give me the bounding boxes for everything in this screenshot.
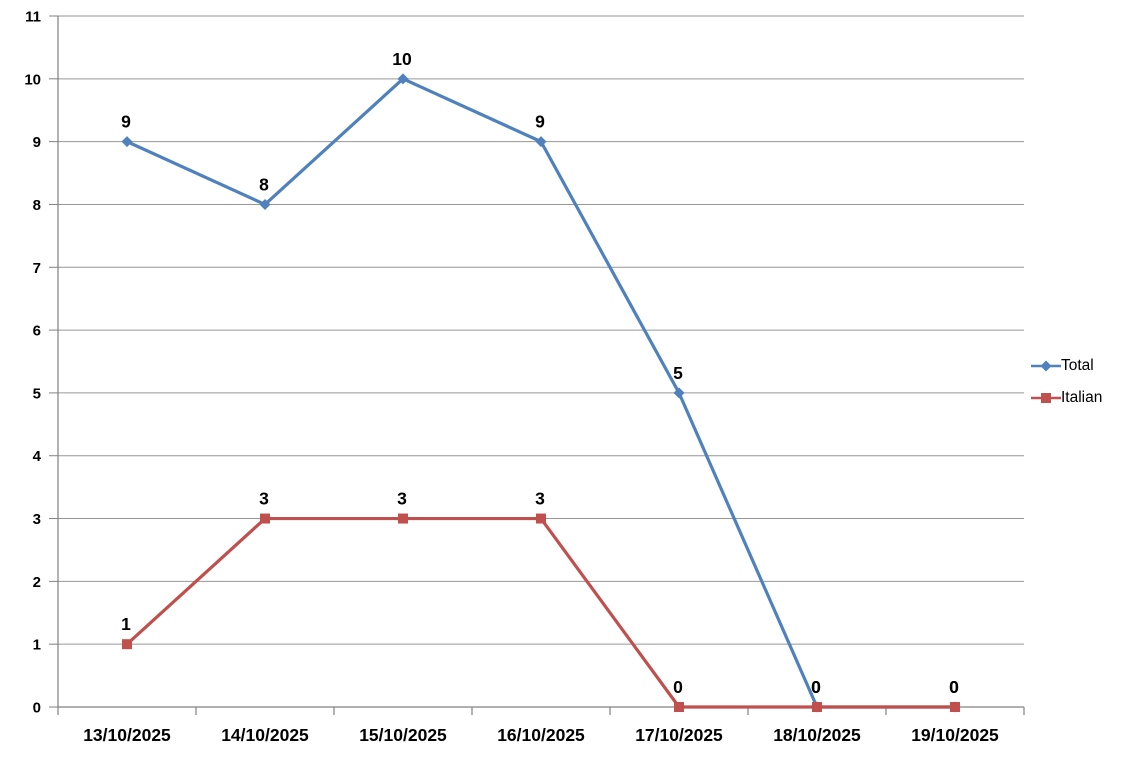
series-marker-italian [398, 513, 408, 524]
series-marker-total [121, 136, 133, 148]
y-tick-label: 11 [25, 9, 41, 26]
data-label-italian: 0 [673, 677, 683, 697]
y-tick-label: 8 [33, 197, 41, 214]
series-marker-italian [260, 513, 270, 524]
y-tick-label: 10 [24, 71, 41, 88]
y-tick-label: 5 [33, 385, 41, 402]
x-tick-label: 14/10/2025 [221, 725, 309, 745]
legend-item-italian[interactable]: Italian [1031, 382, 1102, 414]
y-tick-label: 7 [33, 260, 41, 277]
y-tick-label: 2 [33, 574, 41, 591]
data-label-italian: 3 [397, 489, 407, 509]
legend: Total Italian [1031, 350, 1102, 414]
x-tick-label: 15/10/2025 [359, 725, 447, 745]
data-label-total: 0 [811, 677, 821, 697]
series-marker-total [535, 136, 547, 148]
y-tick-label: 6 [33, 323, 41, 340]
x-tick-label: 13/10/2025 [83, 725, 171, 745]
x-tick-label: 19/10/2025 [911, 725, 999, 745]
series-marker-total [673, 387, 685, 399]
data-label-italian: 0 [949, 677, 959, 697]
data-label-italian: 3 [535, 489, 545, 509]
data-label-italian: 1 [121, 614, 131, 634]
x-tick-label: 16/10/2025 [497, 725, 585, 745]
data-label-italian: 0 [811, 677, 821, 697]
data-label-total: 0 [949, 677, 959, 697]
y-tick-label: 3 [33, 511, 41, 528]
series-marker-italian [674, 702, 684, 712]
x-tick-label: 17/10/2025 [635, 725, 723, 745]
series-marker-total [397, 73, 409, 85]
y-tick-label: 9 [33, 134, 41, 151]
italian-series-marker-icon [1031, 393, 1061, 403]
legend-item-total[interactable]: Total [1031, 350, 1102, 382]
x-tick-label: 18/10/2025 [773, 725, 861, 745]
series-marker-italian [122, 639, 132, 650]
data-label-italian: 3 [259, 489, 269, 509]
data-label-total: 5 [673, 363, 683, 383]
total-series-marker-icon [1031, 360, 1061, 372]
legend-label-italian: Italian [1061, 389, 1103, 407]
legend-label-total: Total [1061, 357, 1094, 375]
y-tick-label: 4 [33, 448, 42, 465]
data-label-total: 8 [259, 174, 269, 194]
data-label-total: 9 [535, 112, 545, 132]
y-tick-label: 1 [33, 637, 41, 654]
series-marker-italian [812, 702, 822, 712]
series-marker-total [259, 198, 271, 210]
y-tick-label: 0 [33, 700, 41, 717]
series-marker-italian [536, 513, 546, 524]
data-label-total: 10 [392, 49, 412, 69]
series-line-italian [125, 516, 957, 709]
series-marker-italian [950, 702, 960, 712]
data-label-total: 9 [121, 112, 131, 132]
